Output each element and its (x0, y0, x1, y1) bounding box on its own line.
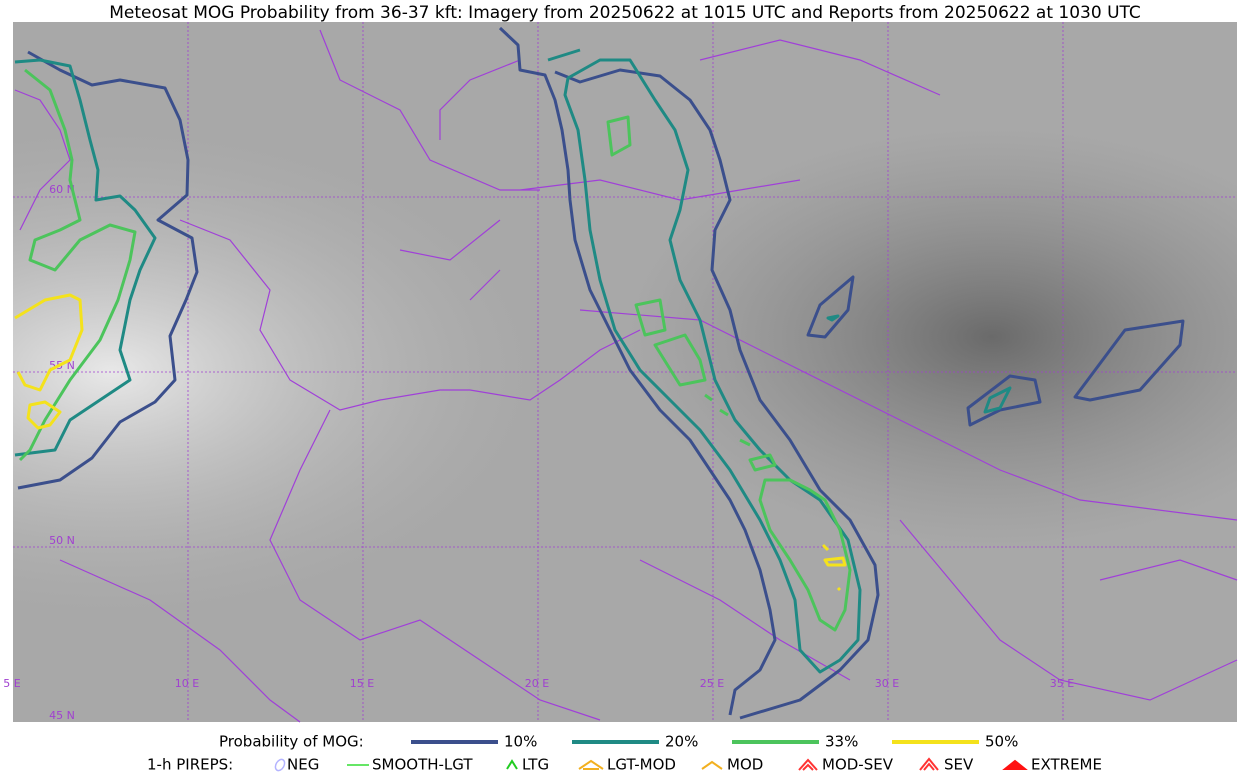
legend-label: 33% (825, 733, 858, 751)
map: 5 E 10 E 15 E 20 E 25 E 30 E 35 E45 N50 N55 N6… (3, 22, 1238, 723)
pirep-icon (506, 759, 518, 770)
longitude-label: 25 E (700, 677, 724, 690)
longitude-label: 35 E (1050, 677, 1074, 690)
pirep-label: LGT-MOD (607, 756, 676, 774)
longitude-label: 10 E (175, 677, 199, 690)
contour (18, 68, 852, 632)
contour (17, 50, 199, 490)
latitude-label: 60 N (49, 183, 75, 196)
pirep-label: NEG (287, 756, 319, 774)
longitude-label: 5 E (3, 677, 20, 690)
pirep-icon (919, 757, 939, 771)
latitude-label: 50 N (49, 534, 75, 547)
pirep-label: EXTREME (1031, 756, 1102, 774)
contour (547, 48, 862, 674)
pirep-label: MOD (727, 756, 763, 774)
title: Meteosat MOG Probability from 36-37 kft:… (109, 3, 1141, 23)
contour (14, 58, 1012, 457)
longitude-label: 30 E (875, 677, 899, 690)
latitude-label: 45 N (49, 709, 75, 722)
legend: Probability of MOG: 1-h PIREPS: 10% 20% 33… (147, 733, 1102, 774)
contour (14, 293, 847, 592)
contour (498, 26, 777, 716)
legend-title: Probability of MOG: (219, 733, 364, 751)
pirep-label: SMOOTH-LGT (372, 756, 473, 774)
contours (14, 26, 1185, 720)
legend-label: 10% (504, 733, 537, 751)
pirep-icon (274, 758, 286, 772)
border (59, 519, 1238, 723)
pireps-title: 1-h PIREPS: (147, 756, 233, 774)
coastline (14, 89, 641, 411)
contour (554, 68, 880, 720)
pirep-label: SEV (944, 756, 974, 774)
pirep-icon (578, 759, 604, 770)
pirep-label: MOD-SEV (822, 756, 894, 774)
contour (806, 275, 1185, 427)
pirep-label: LTG (522, 756, 549, 774)
coastlines (14, 29, 1238, 723)
pirep-icon (798, 758, 818, 771)
coastline (269, 219, 1238, 721)
pirep-icon (701, 760, 723, 770)
legend-label: 20% (665, 733, 698, 751)
pirep-icon (1002, 759, 1028, 770)
longitude-label: 20 E (525, 677, 549, 690)
legend-label: 50% (985, 733, 1018, 751)
longitude-label: 15 E (350, 677, 374, 690)
coastline (319, 29, 941, 201)
